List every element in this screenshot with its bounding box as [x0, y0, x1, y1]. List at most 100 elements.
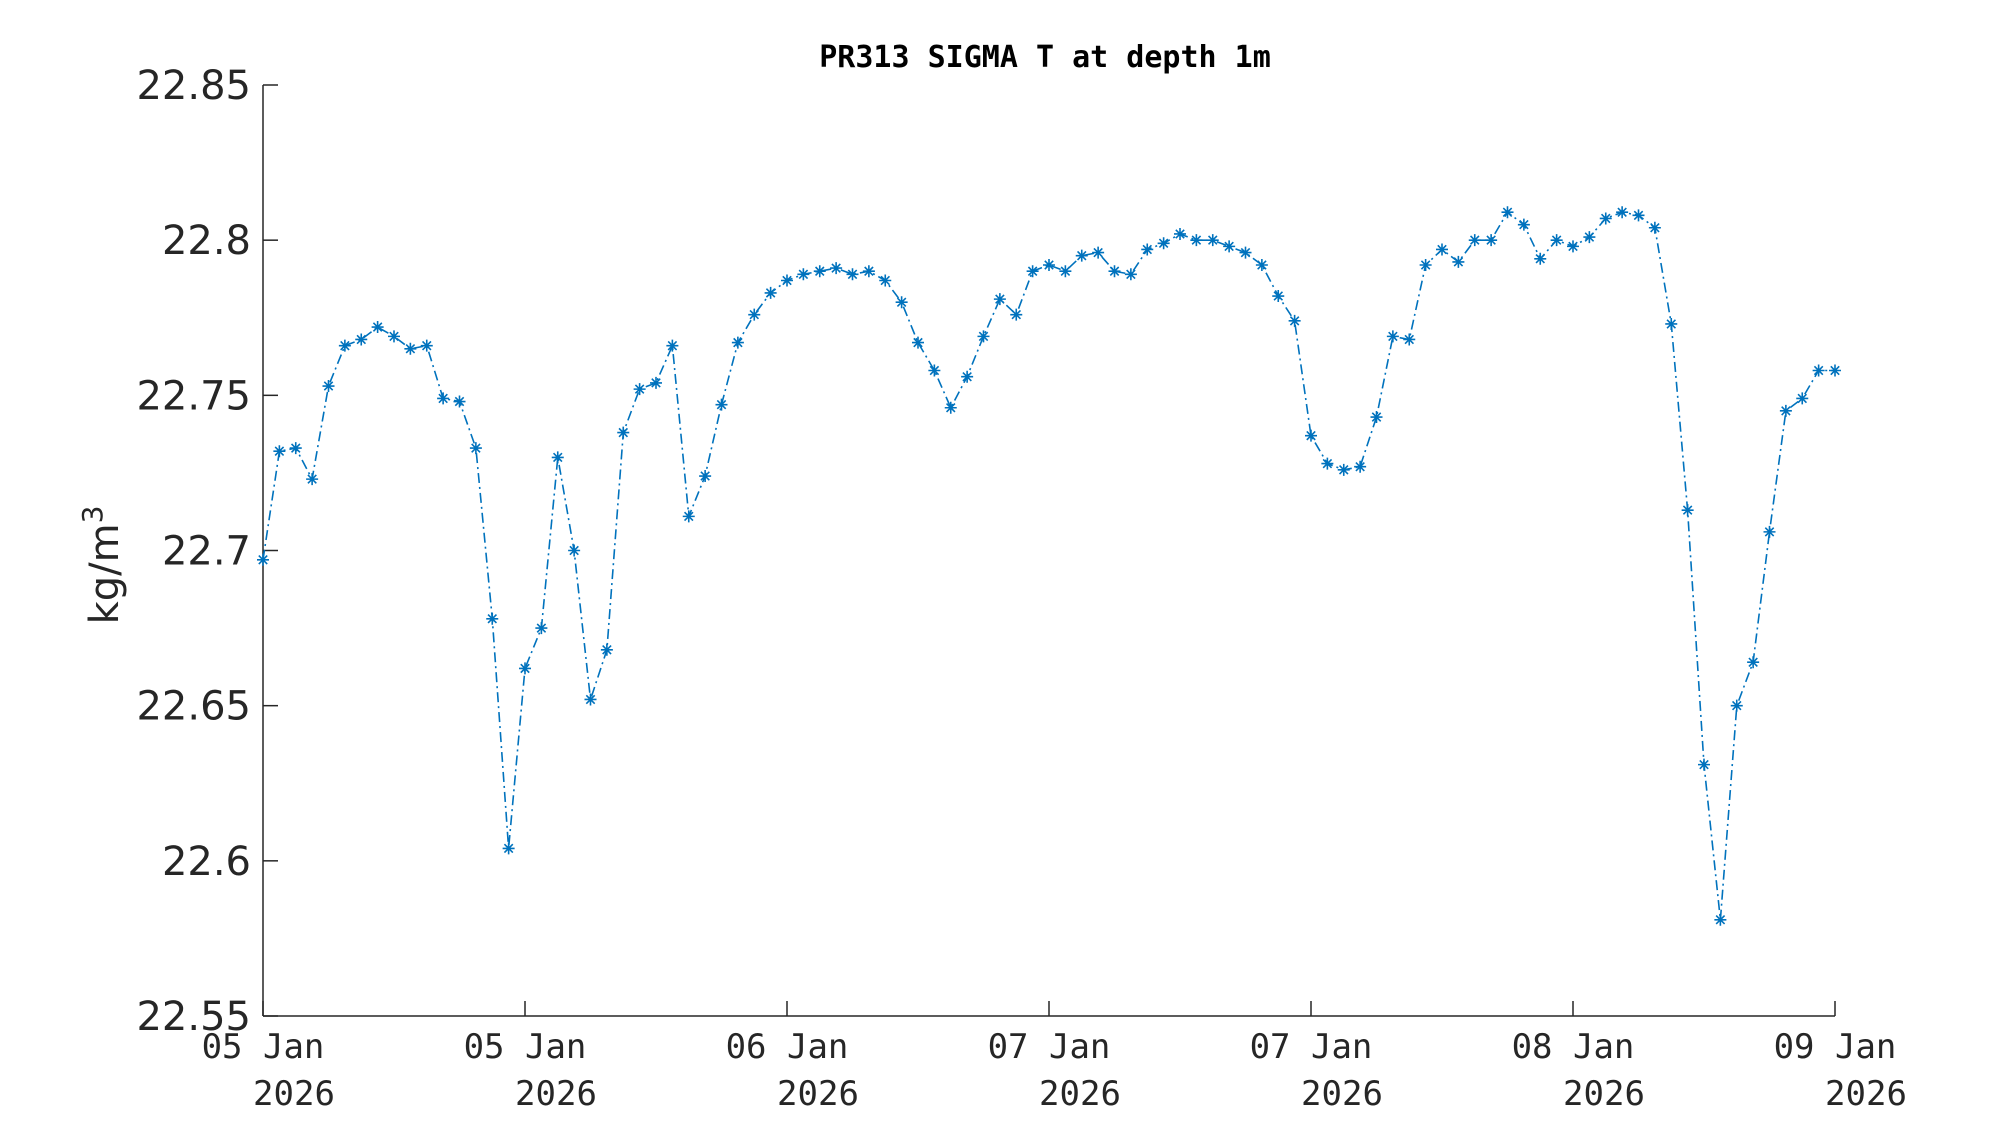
x-tick-label-year: 2026 [777, 1074, 859, 1114]
data-point-marker [1092, 246, 1105, 259]
y-axis-label-unit: kg/m [82, 523, 128, 624]
data-point-marker [1829, 364, 1841, 377]
data-point-marker [813, 265, 826, 278]
data-point-marker [273, 445, 286, 458]
data-point-marker [1141, 243, 1154, 256]
data-point-marker [1206, 234, 1219, 247]
x-tick-label-year: 2026 [1039, 1074, 1121, 1114]
x-tick-label-date: 07 Jan [988, 1027, 1111, 1067]
data-point-marker [355, 333, 368, 346]
data-point-marker [1632, 209, 1645, 222]
data-point-marker [1534, 252, 1547, 265]
x-tick-label-date: 07 Jan [1250, 1027, 1373, 1067]
data-point-marker [1305, 429, 1317, 442]
data-point-marker [1075, 249, 1088, 262]
data-point-marker [322, 380, 335, 393]
data-point-marker [600, 643, 613, 656]
data-point-marker [1370, 411, 1383, 424]
data-point-marker [519, 662, 531, 675]
data-point-marker [502, 842, 515, 855]
y-tick-label: 22.55 [136, 994, 251, 1040]
data-point-marker [404, 342, 417, 355]
data-point-marker [1599, 212, 1612, 225]
data-point-marker [1550, 234, 1563, 247]
data-point-marker [797, 268, 810, 281]
x-tick-label-date: 08 Jan [1512, 1027, 1635, 1067]
x-tick-label-date: 05 Jan [464, 1027, 587, 1067]
data-point-marker [1796, 392, 1809, 405]
data-point-marker [1386, 330, 1399, 343]
data-point-marker [1239, 246, 1252, 259]
y-axis-label-superscript: 3 [76, 506, 109, 524]
data-point-marker [1026, 265, 1039, 278]
x-tick-label-year: 2026 [253, 1074, 335, 1114]
data-point-marker [764, 286, 777, 299]
data-point-marker [1616, 206, 1629, 219]
data-point-marker [846, 268, 859, 281]
data-point-marker [699, 470, 712, 483]
data-point-marker [928, 364, 941, 377]
y-ticks: 22.55 22.6 22.65 22.7 22.75 22.8 22.85 [136, 63, 278, 1040]
data-point-marker [633, 383, 646, 396]
x-tick-label-date: 09 Jan [1774, 1027, 1897, 1067]
data-point-marker [1436, 243, 1448, 256]
data-point-marker [1403, 333, 1416, 346]
y-tick-label: 22.65 [136, 684, 251, 730]
y-tick-label: 22.85 [136, 63, 251, 109]
data-point-marker [1272, 290, 1285, 303]
data-point-marker [437, 392, 450, 405]
data-point-marker [731, 336, 744, 349]
data-point-marker [1779, 404, 1792, 417]
data-point-marker [257, 553, 269, 566]
y-axis-label: kg/m3 [76, 506, 128, 625]
data-point-marker [1583, 231, 1596, 244]
data-point-marker [568, 544, 581, 557]
data-point-marker [371, 321, 384, 334]
data-point-marker [1730, 699, 1743, 712]
x-tick-label-date: 05 Jan [202, 1027, 325, 1067]
data-point-marker [584, 693, 597, 706]
y-tick-label: 22.7 [162, 529, 251, 575]
data-point-marker [289, 442, 302, 455]
data-point-marker [1485, 234, 1498, 247]
data-point-marker [650, 376, 662, 389]
data-point-marker [1648, 221, 1661, 234]
y-tick-label: 22.6 [162, 839, 251, 885]
data-point-marker [420, 339, 433, 352]
data-point-marker [1468, 234, 1481, 247]
data-point-marker [993, 293, 1006, 306]
series-line [262, 211, 1835, 920]
data-point-marker [1288, 314, 1301, 327]
data-point-marker [1255, 258, 1268, 271]
data-point-marker [830, 262, 843, 275]
data-point-marker [1059, 265, 1072, 278]
data-point-marker [1763, 525, 1776, 538]
chart-title: PR313 SIGMA T at depth 1m [819, 40, 1271, 75]
data-point-marker [879, 274, 892, 287]
data-point-marker [1567, 240, 1579, 253]
data-point-marker [388, 330, 400, 343]
data-point-marker [961, 370, 974, 383]
data-point-marker [1681, 504, 1694, 517]
x-tick-label-year: 2026 [1825, 1074, 1907, 1114]
data-point-marker [1812, 364, 1825, 377]
data-point-marker [862, 265, 875, 278]
data-point-marker [486, 612, 499, 625]
data-point-marker [1157, 237, 1170, 250]
data-point-marker [944, 401, 957, 414]
x-tick-label-year: 2026 [1563, 1074, 1645, 1114]
data-point-marker [1174, 227, 1186, 240]
data-point-marker [682, 510, 695, 523]
data-point-marker [1452, 255, 1465, 268]
data-point-marker [1517, 218, 1530, 231]
data-point-marker [1501, 206, 1514, 219]
data-point-marker [1043, 258, 1055, 271]
data-point-marker [895, 296, 908, 309]
x-tick-label-year: 2026 [515, 1074, 597, 1114]
x-tick-label-date: 06 Jan [726, 1027, 849, 1067]
data-point-marker [781, 274, 793, 287]
data-point-marker [1321, 457, 1334, 470]
data-point-marker [715, 398, 728, 411]
